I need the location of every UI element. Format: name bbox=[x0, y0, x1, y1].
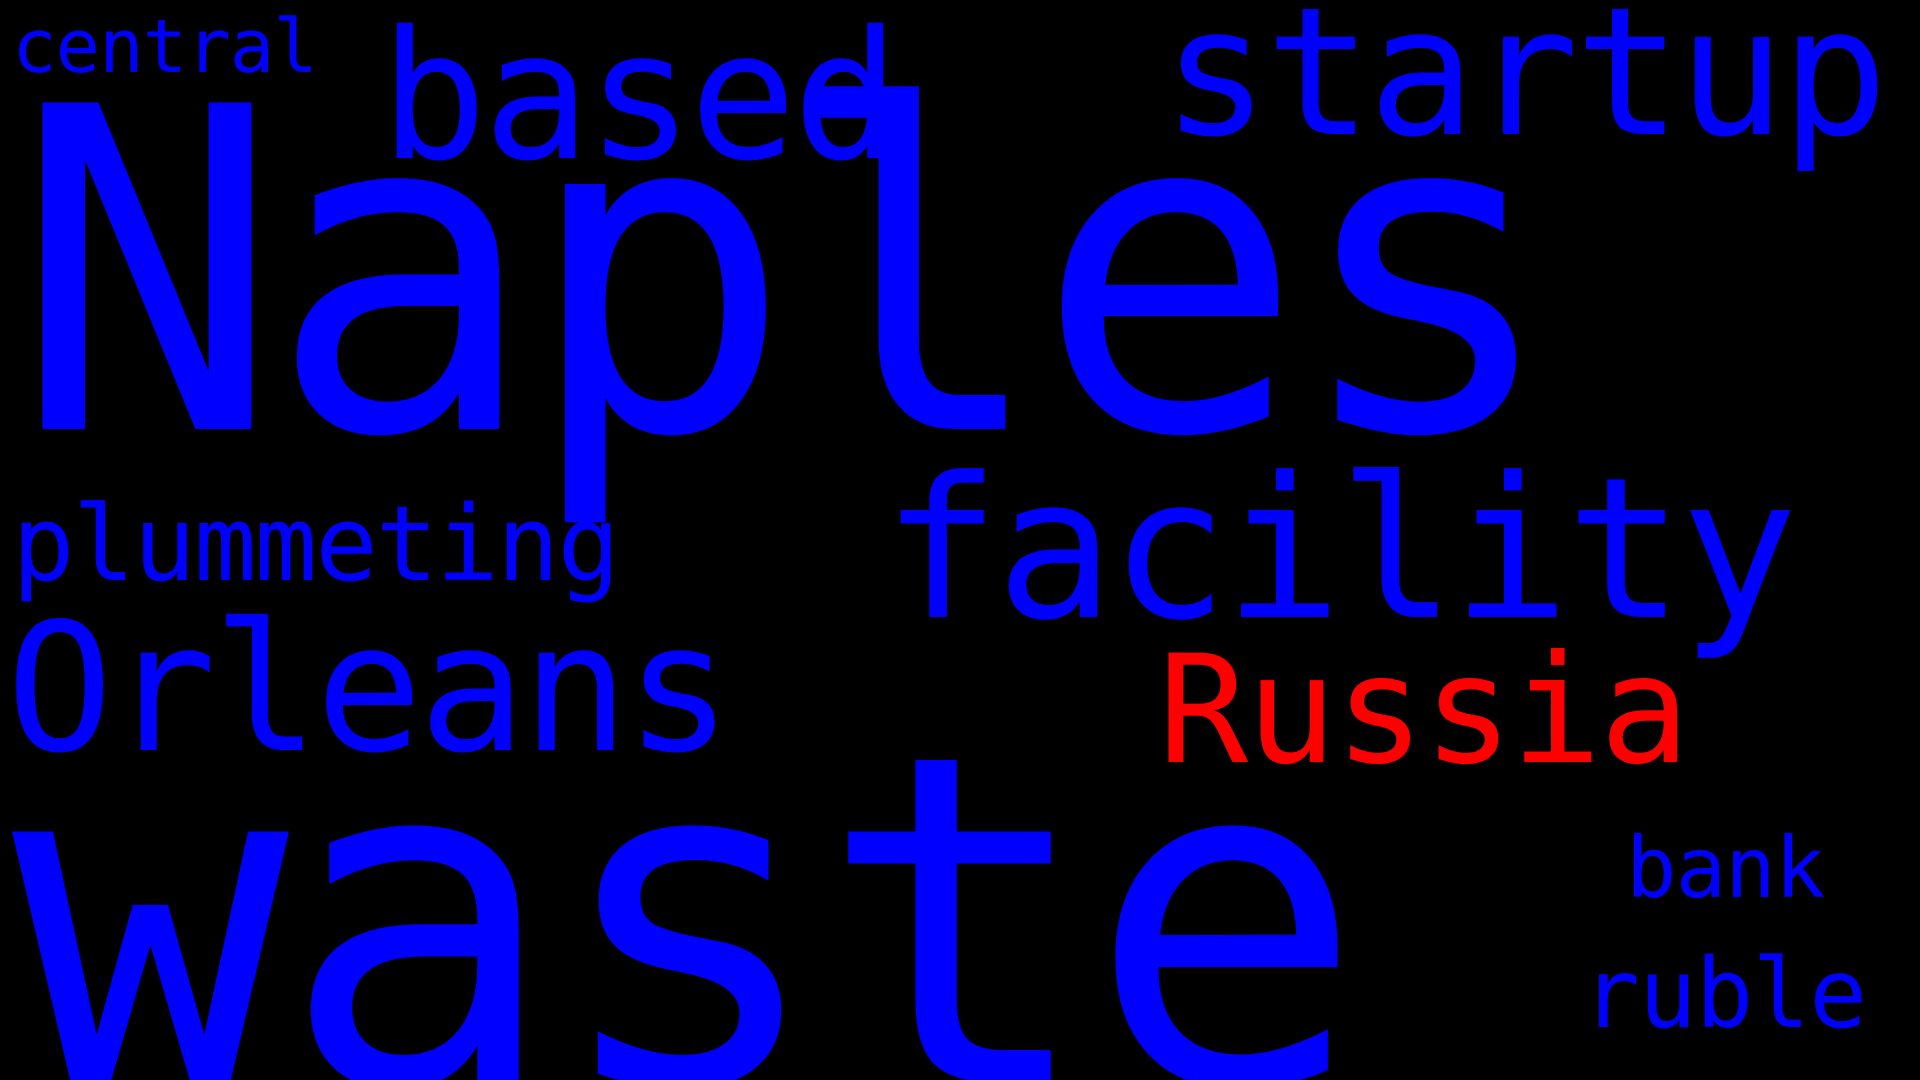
word-russia: Russia bbox=[1158, 624, 1690, 798]
word-plummeting: plummeting bbox=[12, 483, 620, 605]
word-central: central bbox=[12, 4, 318, 90]
word-ruble: ruble bbox=[1582, 938, 1867, 1050]
word-waste: waste bbox=[12, 657, 1365, 1080]
word-facility: facility bbox=[882, 436, 1798, 664]
word-based: based bbox=[380, 0, 900, 200]
word-bank: bank bbox=[1626, 819, 1825, 917]
word-naples: Naples bbox=[12, 13, 1560, 535]
word-startup: startup bbox=[1162, 0, 1888, 176]
word-orleans: Orleans bbox=[6, 585, 732, 792]
